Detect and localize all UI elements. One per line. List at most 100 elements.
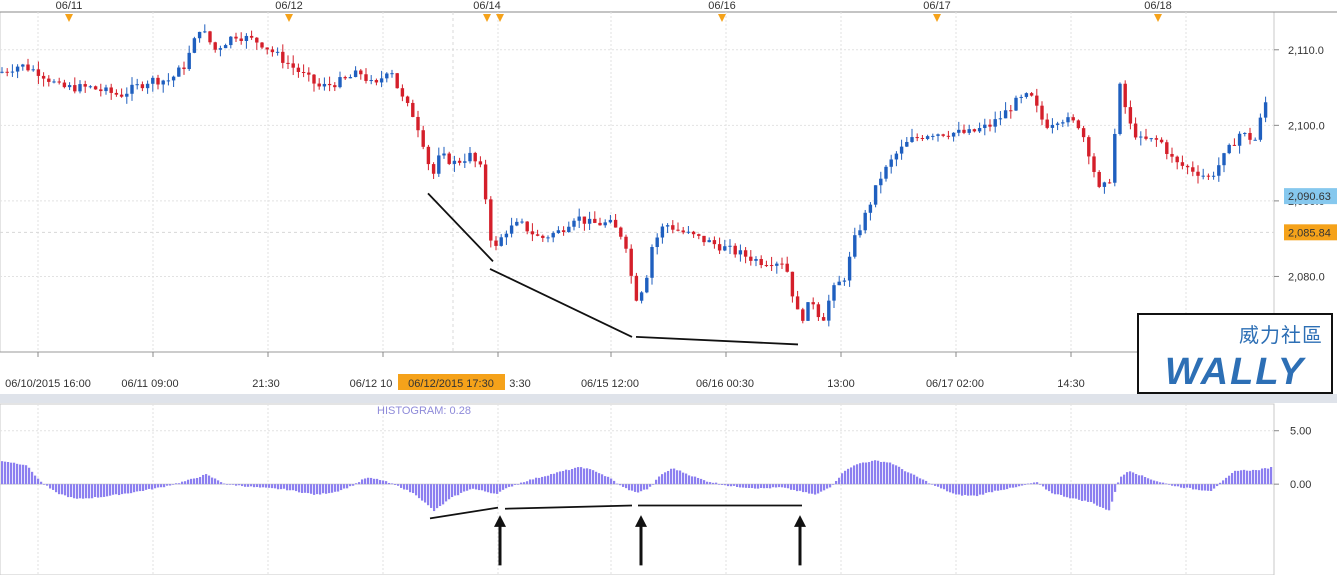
candle-body (1014, 97, 1018, 111)
histogram-bar (982, 484, 985, 495)
histogram-bar (367, 477, 370, 485)
histogram-bar (160, 484, 163, 488)
candle-body (1123, 83, 1127, 108)
candle-body (816, 304, 821, 318)
candle-body (1180, 162, 1185, 166)
histogram-bar (601, 474, 604, 485)
histogram-bar (1243, 469, 1246, 485)
histogram-bar (595, 471, 598, 485)
histogram-bar (1072, 484, 1075, 499)
histogram-bar (970, 484, 973, 496)
histogram-bar (493, 484, 496, 494)
histogram-bar (241, 484, 244, 487)
top-date-label: 06/12 (275, 0, 303, 12)
histogram-bar (199, 476, 202, 485)
candle-body (936, 134, 940, 136)
session-marker (496, 14, 504, 22)
candle-body (530, 231, 535, 235)
candle-body (229, 36, 233, 46)
histogram-bar (808, 484, 811, 494)
candle-body (1029, 93, 1034, 96)
histogram-bar (865, 462, 868, 485)
candle-body (348, 77, 353, 79)
candle-body (509, 225, 514, 234)
histogram-bar (184, 481, 187, 485)
histogram-bar (313, 484, 316, 495)
histogram-bar (1252, 469, 1255, 485)
candle-body (390, 73, 394, 75)
candle-body (338, 77, 342, 88)
candle-body (587, 218, 592, 224)
candle-body (1237, 133, 1242, 146)
histogram-bar (310, 484, 313, 494)
candle-body (31, 69, 35, 71)
candle-body (723, 246, 727, 251)
histogram-bar (1189, 484, 1192, 488)
candle-body (967, 129, 971, 133)
histogram-bar (274, 484, 277, 489)
histogram-bar (640, 484, 643, 492)
histogram-bar (1264, 468, 1267, 485)
histogram-bar (757, 484, 760, 489)
candle-body (634, 275, 639, 301)
histogram-bar (769, 484, 772, 489)
histogram-bar (1129, 471, 1132, 485)
histogram-bar (469, 484, 472, 490)
histogram-bar (289, 484, 292, 491)
histogram-bar (61, 484, 64, 495)
histogram-bar (1198, 484, 1201, 491)
candle-body (1035, 95, 1039, 106)
histogram-bar (1234, 470, 1237, 485)
histogram-bar (337, 484, 340, 492)
candle-body (504, 233, 509, 238)
histogram-bar (46, 484, 49, 486)
histogram-bar (34, 475, 37, 485)
histogram-bar (583, 468, 586, 485)
candle-body (868, 204, 873, 213)
histogram-bar (421, 484, 424, 501)
histogram-bar (685, 473, 688, 485)
histogram-bar (187, 479, 190, 485)
histogram-bar (916, 476, 919, 485)
histogram-bar (742, 484, 745, 488)
candle-body (1087, 137, 1091, 157)
candle-body (1144, 136, 1148, 139)
histogram-bar (793, 484, 796, 490)
histogram-bar (328, 484, 331, 494)
histogram-bar (1039, 484, 1042, 485)
x-tick-label: 14:30 (1057, 378, 1085, 390)
histogram-bar (331, 484, 334, 493)
histogram-bar (1171, 484, 1174, 486)
histogram-bar (1087, 484, 1090, 502)
candle-body (1263, 102, 1268, 118)
candle-body (873, 185, 878, 205)
x-tick-label: 06/17 02:00 (926, 378, 984, 390)
histogram-bar (919, 478, 922, 485)
candle-body (296, 67, 301, 73)
candle-body (57, 81, 61, 83)
histogram-bar (862, 462, 865, 485)
histogram-bar (778, 484, 781, 488)
candle-body (993, 119, 997, 127)
candle-body (983, 124, 987, 129)
candle-body (452, 160, 457, 164)
histogram-bar (736, 484, 739, 487)
time-axis: 06/10/2015 16:00 06/11 09:00 21:30 06/12 10… (0, 351, 1274, 390)
candle-body (1107, 182, 1112, 184)
candle-body (665, 225, 670, 227)
candle-body (359, 70, 363, 75)
price-axis: 2,110.02,100.02,090.02,080.02,090.632,08… (1274, 45, 1337, 283)
x-tick-label: 06/10/2015 16:00 (5, 378, 91, 390)
histogram-bar (973, 484, 976, 496)
histogram-bar (322, 484, 325, 494)
candle-body (405, 96, 410, 103)
candle-body (957, 129, 961, 133)
candle-body (546, 237, 550, 239)
histogram-bar (616, 483, 619, 485)
histogram-bar (178, 483, 181, 485)
candle-body (36, 69, 41, 76)
histogram-bar (925, 480, 928, 485)
histogram-bar (1060, 484, 1063, 495)
candle-body (5, 71, 9, 73)
histogram-bar (262, 484, 265, 488)
